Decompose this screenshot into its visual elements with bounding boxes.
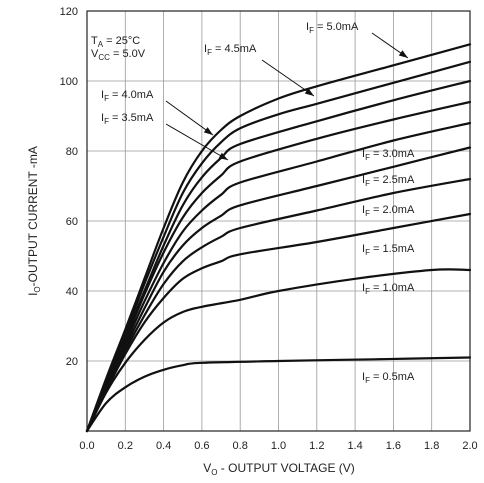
condition-ta: TA = 25°C: [91, 35, 140, 49]
x-tick-label-0: 0.0: [79, 440, 94, 452]
x-tick-label-1: 0.2: [118, 440, 133, 452]
x-tick-label-4: 0.8: [233, 440, 248, 452]
series-line-0: [85, 356, 472, 433]
series-label-5-0ma: IF = 5.0mA: [306, 21, 359, 35]
x-tick-label-7: 1.4: [347, 440, 362, 452]
x-axis-title: VO - OUTPUT VOLTAGE (V): [203, 461, 355, 477]
grid: [87, 11, 470, 431]
label-arrows: [165, 32, 409, 161]
y-tick-label-3: 80: [66, 146, 78, 158]
x-tick-label-3: 0.6: [194, 440, 209, 452]
series-label-1-0ma: IF = 1.0mA: [362, 282, 415, 296]
arrow-5-0ma: [371, 32, 409, 59]
series-line-1: [85, 268, 472, 433]
y-tick-label-5: 120: [60, 6, 78, 18]
series-label-2-5ma: IF = 2.5mA: [362, 174, 415, 188]
x-tick-label-9: 1.8: [424, 440, 439, 452]
x-tick-label-10: 2.0: [462, 440, 477, 452]
ticks: 0.0 0.2 0.4 0.6 0.8 1.0 1.2 1.4 1.6 1.8 2.0 20 40 60 8…: [60, 6, 478, 452]
arrow-3-5ma: [165, 123, 229, 161]
x-tick-label-2: 0.4: [156, 440, 171, 452]
y-tick-label-4: 100: [60, 76, 78, 88]
series-label-3-5ma: IF = 3.5mA: [101, 112, 154, 126]
x-tick-label-8: 1.6: [386, 440, 401, 452]
series-line-2: [85, 212, 472, 433]
curves: [85, 43, 472, 433]
series-label-2-0ma: IF = 2.0mA: [362, 204, 415, 218]
x-tick-label-5: 1.0: [271, 440, 286, 452]
series-label-3-0ma: IF = 3.0mA: [362, 148, 415, 162]
arrow-4-5ma: [261, 59, 315, 97]
plot-frame: [86, 10, 471, 432]
y-tick-label-0: 20: [66, 356, 78, 368]
series-label-0-5ma: IF = 0.5mA: [362, 371, 415, 385]
series-line-8: [85, 60, 472, 433]
series-line-3: [85, 177, 472, 433]
y-tick-label-1: 40: [66, 286, 78, 298]
series-label-1-5ma: IF = 1.5mA: [362, 243, 415, 257]
series-line-6: [85, 100, 472, 433]
x-tick-label-6: 1.2: [309, 440, 324, 452]
series-label-4-0ma: IF = 4.0mA: [101, 89, 154, 103]
series-line-7: [85, 79, 472, 433]
y-tick-label-2: 60: [66, 216, 78, 228]
series-line-4: [85, 146, 472, 433]
series-line-9: [85, 43, 472, 433]
arrow-4-0ma: [165, 100, 214, 136]
condition-vcc: VCC = 5.0V: [91, 48, 146, 62]
series-label-4-5ma: IF = 4.5mA: [204, 43, 257, 57]
y-axis-title: IO-OUTPUT CURRENT -mA: [26, 146, 42, 296]
series-line-5: [85, 121, 472, 433]
